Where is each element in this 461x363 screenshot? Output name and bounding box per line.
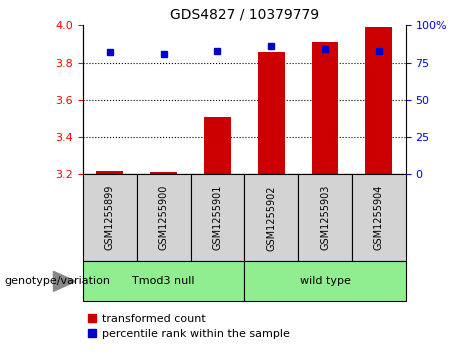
Text: GSM1255903: GSM1255903 (320, 185, 330, 250)
Text: GSM1255904: GSM1255904 (374, 185, 384, 250)
Bar (298, 174, 352, 261)
Bar (365, 27, 392, 174)
Text: GSM1255900: GSM1255900 (159, 185, 169, 250)
Text: wild type: wild type (300, 276, 350, 286)
Bar (137, 174, 190, 261)
Text: GSM1255899: GSM1255899 (105, 185, 115, 250)
Text: GSM1255901: GSM1255901 (213, 185, 223, 250)
Bar (312, 42, 338, 174)
Text: genotype/variation: genotype/variation (5, 276, 111, 286)
Bar (96, 171, 123, 174)
Text: GSM1255902: GSM1255902 (266, 185, 276, 250)
Polygon shape (53, 271, 76, 291)
Bar (83, 174, 137, 261)
Bar (244, 261, 406, 301)
Bar (352, 174, 406, 261)
Text: Tmod3 null: Tmod3 null (132, 276, 195, 286)
Bar (83, 261, 244, 301)
Title: GDS4827 / 10379779: GDS4827 / 10379779 (170, 8, 319, 21)
Bar (244, 174, 298, 261)
Bar (150, 172, 177, 174)
Bar (258, 52, 284, 174)
Bar (204, 117, 231, 174)
Bar (190, 174, 244, 261)
Legend: transformed count, percentile rank within the sample: transformed count, percentile rank withi… (89, 314, 290, 339)
